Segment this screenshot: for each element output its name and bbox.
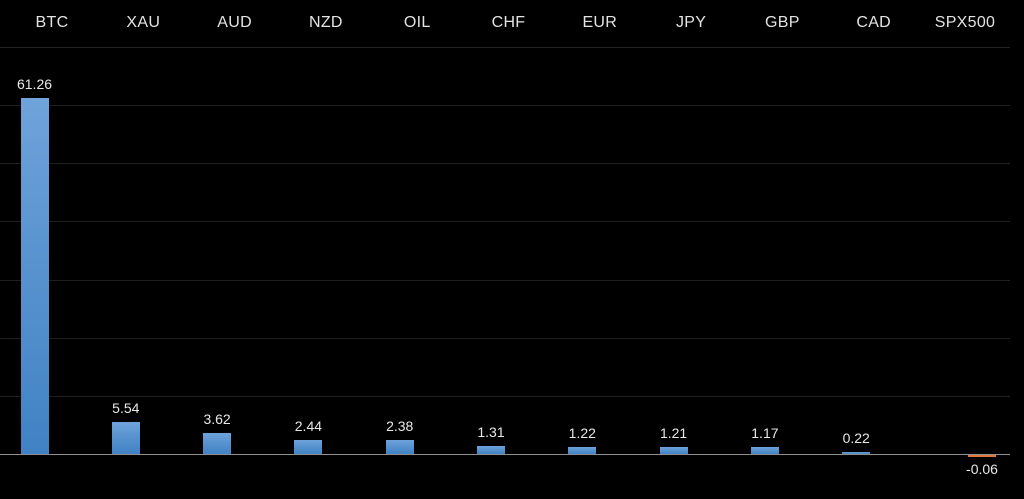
bar-nzd (294, 440, 323, 454)
gridline-10 (0, 396, 1010, 397)
bar-chf (477, 446, 505, 454)
category-label-nzd: NZD (308, 14, 343, 31)
bar-jpy (659, 447, 688, 454)
category-label-gbp: GBP (765, 14, 800, 31)
gridline-30 (0, 280, 1010, 281)
bar-eur (568, 447, 597, 454)
value-label-aud: 3.62 (203, 411, 231, 427)
category-label-oil: OIL (403, 14, 431, 31)
bar-oil (385, 440, 414, 454)
bar-xau (111, 422, 140, 454)
value-label-chf: 1.31 (477, 424, 505, 440)
category-label-jpy: JPY (675, 14, 707, 31)
bar-spx500 (968, 455, 996, 457)
value-label-jpy: 1.21 (659, 425, 688, 441)
gridline-20 (0, 338, 1010, 339)
bar-btc (20, 98, 49, 454)
value-label-gbp: 1.17 (751, 425, 779, 441)
category-label-xau: XAU (126, 14, 161, 31)
gridline-60 (0, 105, 1010, 106)
category-label-cad: CAD (856, 14, 892, 31)
category-label-chf: CHF (491, 14, 526, 31)
gridline-50 (0, 163, 1010, 164)
value-label-spx500: -0.06 (966, 461, 998, 477)
value-label-oil: 2.38 (386, 418, 414, 434)
value-label-btc: 61.26 (16, 76, 53, 92)
category-label-btc: BTC (35, 14, 69, 31)
category-label-aud: AUD (217, 14, 252, 31)
x-axis-line (0, 454, 1010, 455)
value-label-cad: 0.22 (842, 430, 870, 446)
gridline-70 (0, 47, 1010, 48)
category-header-row: BTC XAU AUD NZD OIL CHF EUR JPY GBP CAD SPX500 (0, 0, 1024, 47)
value-label-nzd: 2.44 (294, 418, 323, 434)
bar-aud (203, 433, 232, 454)
bar-cad (842, 452, 871, 454)
value-label-eur: 1.22 (568, 425, 596, 441)
category-label-eur: EUR (582, 14, 618, 31)
category-label-spx500: SPX500 (934, 14, 996, 31)
bar-gbp (750, 447, 779, 454)
gridline-40 (0, 221, 1010, 222)
value-label-xau: 5.54 (112, 400, 140, 416)
